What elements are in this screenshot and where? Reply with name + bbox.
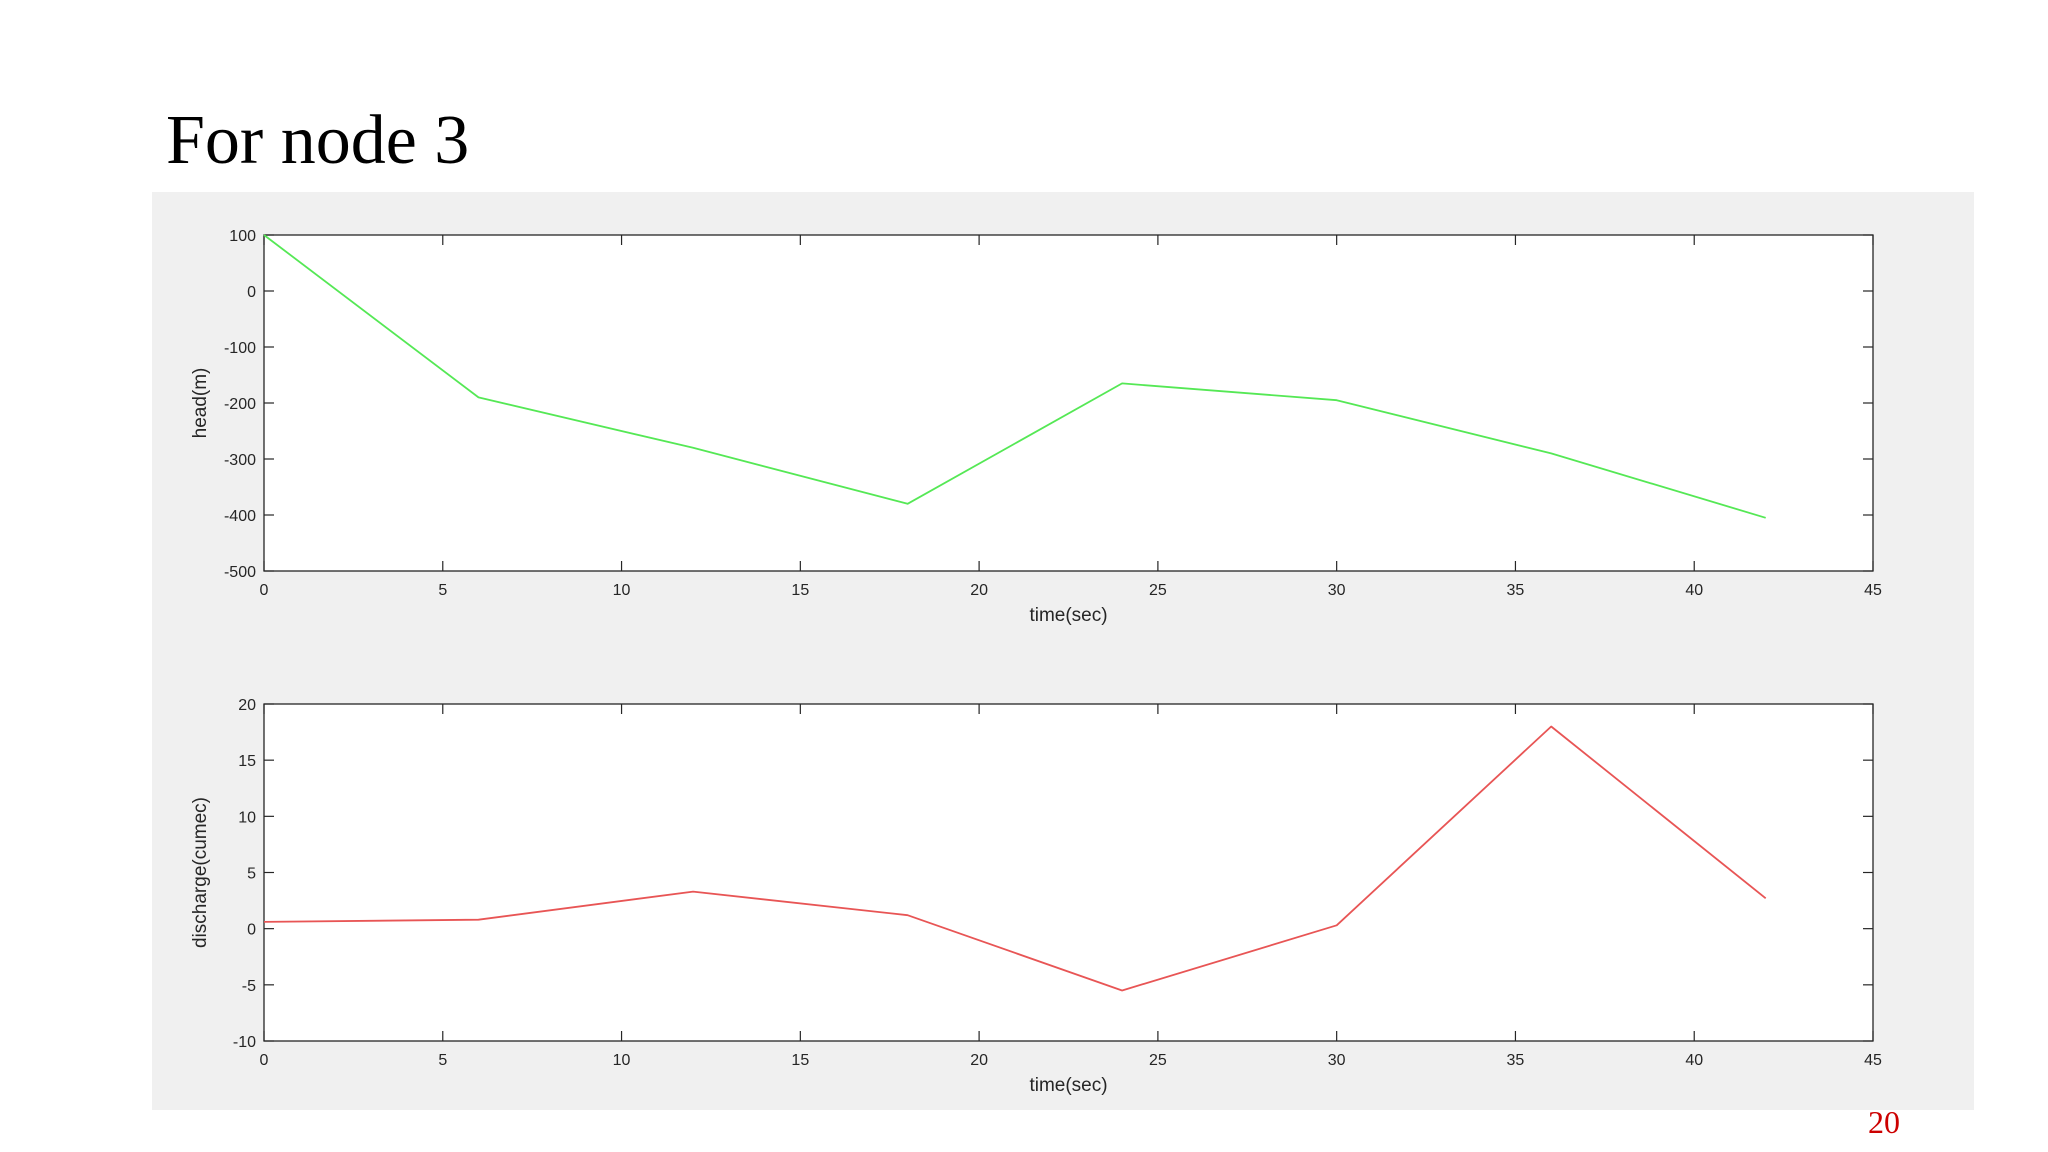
head-xtick-label: 35 [1507, 582, 1525, 599]
discharge-xtick-label: 45 [1864, 1052, 1882, 1069]
discharge-series-line [263, 725, 1767, 992]
head-xtick-label: 0 [260, 582, 269, 599]
discharge-ytick-label: 20 [238, 697, 256, 714]
head-ytick-label: -400 [224, 508, 256, 525]
discharge-ytick-label: 0 [247, 922, 256, 939]
head-xtick-label: 20 [970, 582, 988, 599]
discharge-ylabel: discharge(cumec) [190, 797, 211, 948]
page-number: 20 [1868, 1104, 1900, 1140]
head-xtick-label: 15 [791, 582, 809, 599]
discharge-ytick-label: 15 [238, 753, 256, 770]
head-series-line [263, 234, 1766, 519]
head-ytick-label: -200 [224, 396, 256, 413]
discharge-xtick-label: 0 [260, 1052, 269, 1069]
discharge-xtick-label: 10 [613, 1052, 631, 1069]
head-xtick-label: 5 [438, 582, 447, 599]
head-plot-area [263, 234, 1874, 572]
head-xtick-label: 10 [613, 582, 631, 599]
discharge-xtick-label: 40 [1685, 1052, 1703, 1069]
head-xlabel: time(sec) [1029, 605, 1107, 626]
discharge-ytick-label: 5 [247, 866, 256, 883]
head-xtick-label: 30 [1328, 582, 1346, 599]
head-xtick-label: 40 [1685, 582, 1703, 599]
discharge-plot-area [263, 703, 1874, 1042]
discharge-ytick-label: 10 [238, 809, 256, 826]
discharge-xtick-label: 20 [970, 1052, 988, 1069]
slide-title: For node 3 [166, 102, 470, 179]
head-ylabel: head(m) [190, 368, 211, 439]
discharge-xtick-label: 30 [1328, 1052, 1346, 1069]
discharge-xlabel: time(sec) [1029, 1075, 1107, 1096]
head-ytick-label: 0 [247, 284, 256, 301]
head-ytick-label: -300 [224, 452, 256, 469]
head-ytick-label: -100 [224, 340, 256, 357]
head-xtick-label: 45 [1864, 582, 1882, 599]
head-ytick-label: -500 [224, 564, 256, 581]
discharge-xtick-label: 15 [791, 1052, 809, 1069]
discharge-ytick-label: -10 [233, 1034, 256, 1051]
discharge-xtick-label: 5 [438, 1052, 447, 1069]
discharge-xtick-label: 25 [1149, 1052, 1167, 1069]
head-xtick-label: 25 [1149, 582, 1167, 599]
head-ytick-label: 100 [229, 228, 256, 245]
discharge-ytick-label: -5 [242, 978, 256, 995]
discharge-xtick-label: 35 [1507, 1052, 1525, 1069]
